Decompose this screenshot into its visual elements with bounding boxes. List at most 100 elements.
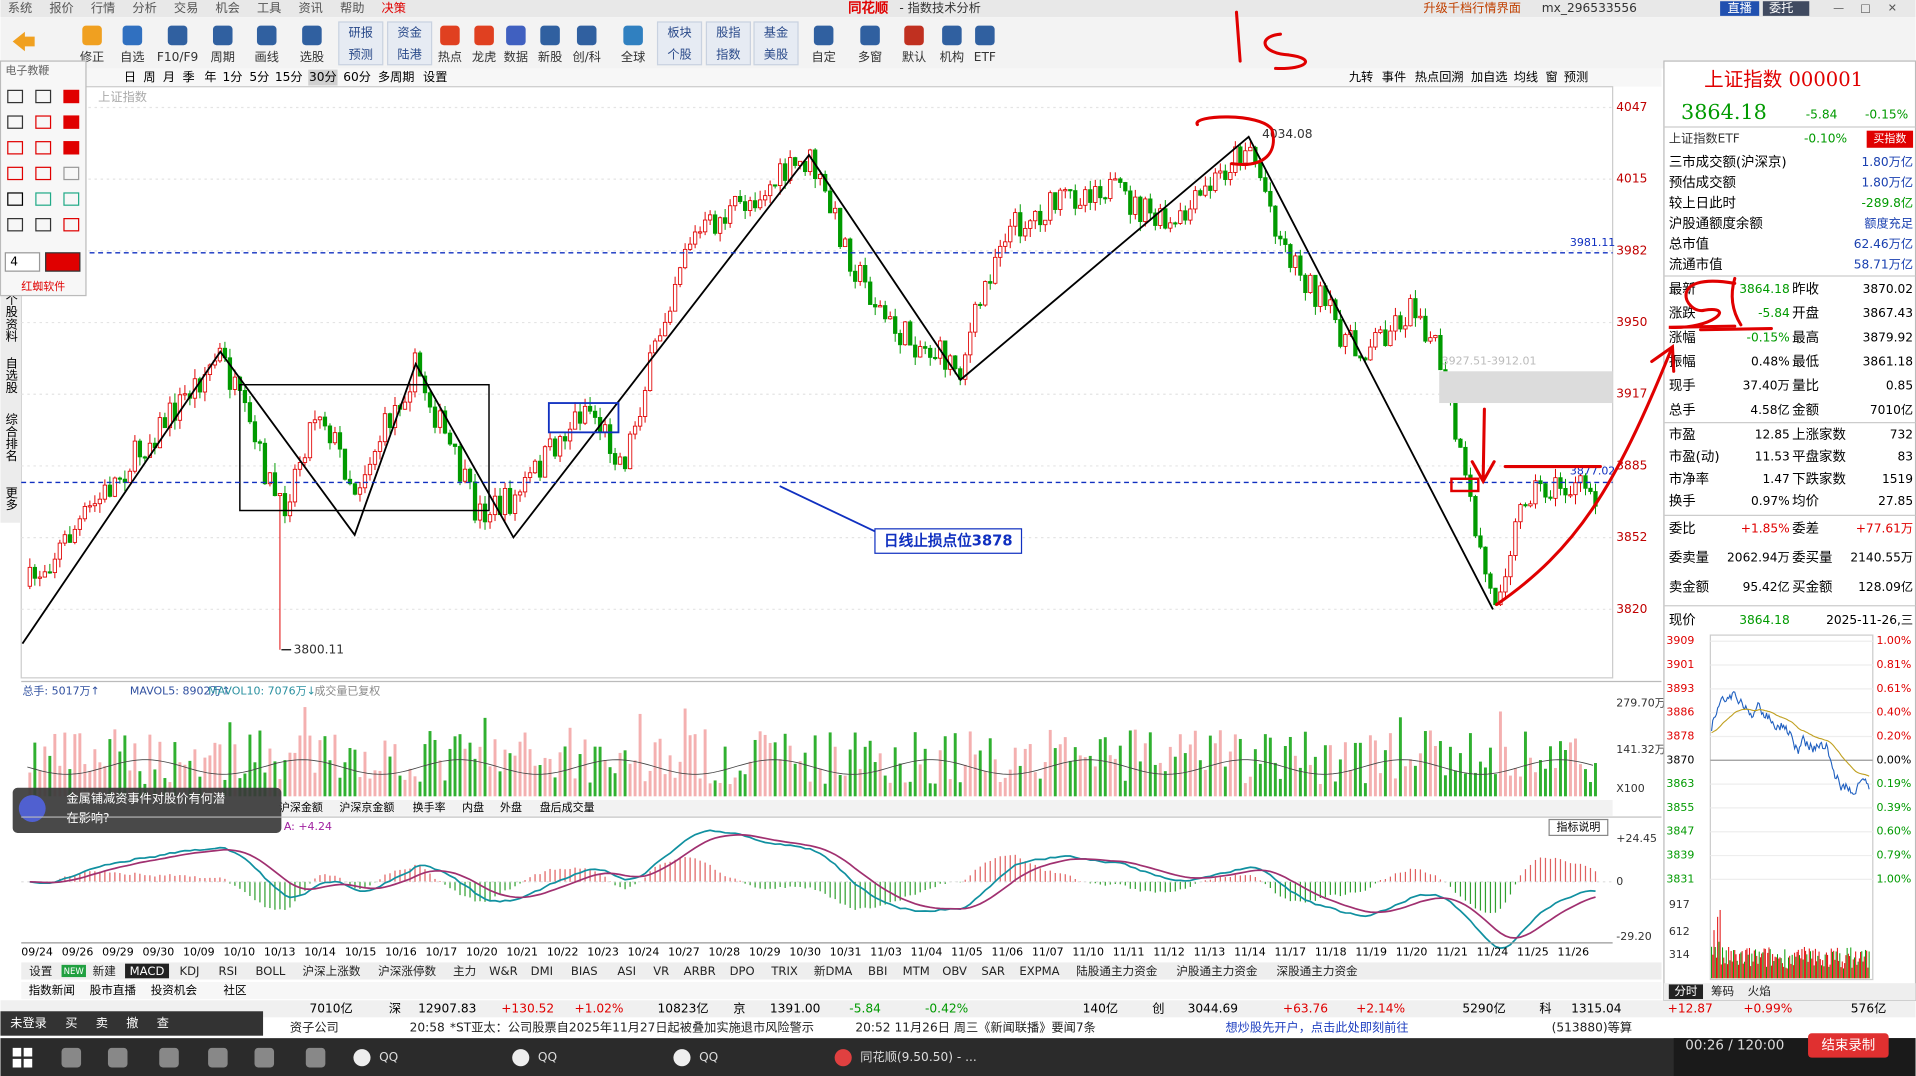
toolbar-label[interactable]: 陆港 [397,46,421,61]
toolbar-label[interactable]: 股指 [716,24,740,39]
toolbar-label[interactable]: 选股 [300,50,324,64]
menu-item[interactable]: 决策 [382,0,406,15]
toolbar-label[interactable]: 多窗 [858,50,882,64]
period-tab[interactable]: 30分 [309,70,337,84]
indicator-tab[interactable]: 设置 [29,964,52,978]
menu-item[interactable]: 行情 [91,1,115,15]
period-tab[interactable]: 设置 [423,70,447,84]
indicator-tab[interactable]: W&R [489,964,518,978]
sub-tab[interactable]: 换手率 [413,800,446,814]
news-tab[interactable]: 股市直播 [90,983,137,997]
indicator-tab[interactable]: 陆股通主力资金 [1076,964,1158,978]
period-tab[interactable]: 季 [182,70,194,84]
indicator-tab[interactable]: EXPMA [1019,964,1059,978]
period-tab[interactable]: 多周期 [378,70,415,84]
trade-button[interactable]: 买 [65,1016,77,1030]
trade-button[interactable]: 卖 [96,1016,108,1030]
toolbar-label[interactable]: 周期 [211,50,235,64]
period-tab[interactable]: 5分 [249,70,269,84]
toolbar-label[interactable]: 美股 [764,47,788,61]
sub-tab[interactable]: 沪深京金额 [339,800,394,814]
intraday-tab[interactable]: 筹码 [1711,984,1734,998]
period-tab[interactable]: 日 [124,70,136,84]
intraday-tab[interactable]: 分时 [1674,984,1698,998]
ticker-item[interactable]: *ST亚太：公司股票自2025年11月27日起被叠加实施退市风险警示 [450,1019,814,1034]
indicator-tab[interactable]: DMI [531,964,553,978]
start-icon[interactable] [12,1047,33,1068]
toolbar-label[interactable]: 研报 [349,24,373,39]
help-label[interactable]: 指标说明 [1556,819,1600,833]
indicator-tab[interactable]: BBI [868,964,887,978]
indicator-tab[interactable]: 沪深上涨数 [302,964,360,978]
indicator-tab[interactable]: VR [653,964,669,978]
taskbar-item[interactable]: QQ [699,1050,718,1064]
chart-tool[interactable]: 事件 [1382,70,1406,84]
chart-tool[interactable]: 均线 [1514,70,1538,84]
menu-item[interactable]: 工具 [257,1,281,15]
taskbar-item[interactable]: 同花顺(9.50.50) - ... [860,1049,977,1064]
period-tab[interactable]: 15分 [275,70,303,84]
upgrade-link[interactable]: 升级千档行情界面 [1423,1,1521,15]
toolbar-label[interactable]: 指数 [716,46,740,61]
ticker-item[interactable]: 20:58 [410,1020,445,1034]
indicator-tab[interactable]: ARBR [684,964,716,978]
trade-button[interactable]: 查 [157,1016,169,1030]
toolbar-label[interactable]: 基金 [764,24,788,39]
indicator-tab[interactable]: DPO [730,964,755,978]
stop-label[interactable]: 结束录制 [1822,1037,1876,1053]
window-control[interactable]: ✕ [1888,2,1897,15]
live-label[interactable]: 直播 [1727,1,1751,15]
window-control[interactable]: □ [1860,2,1870,15]
ticker-item[interactable]: (513880)等算 [1552,1019,1633,1034]
sub-tab[interactable]: 沪深金额 [279,800,323,814]
menu-item[interactable]: 交易 [174,0,198,15]
indicator-tab[interactable]: BIAS [571,964,598,978]
taskbar-item[interactable]: QQ [538,1050,557,1064]
indicator-tab[interactable]: KDJ [179,964,199,978]
toolbar-label[interactable]: 个股 [667,47,691,61]
menu-item[interactable]: 帮助 [340,1,364,15]
indicator-tab[interactable]: SAR [981,964,1005,978]
menu-item[interactable]: 系统 [8,1,32,15]
side-tab[interactable]: 更多 [4,486,18,511]
toolbar-label[interactable]: 板块 [667,25,691,39]
indicator-tab[interactable]: TRIX [770,964,798,978]
menu-item[interactable]: 机会 [215,1,239,15]
chart-tool[interactable]: 热点回溯 [1415,69,1464,84]
toolbar-label[interactable]: 自定 [811,49,835,64]
order-label[interactable]: 委托 [1769,1,1793,15]
indicator-tab[interactable]: 新建 [93,964,117,978]
indicator-tab[interactable]: ASI [617,964,636,978]
app-icon[interactable] [512,1049,530,1067]
ticker-item[interactable]: 资子公司 [290,1020,339,1034]
app-icon[interactable] [353,1049,371,1067]
window-control[interactable]: — [1833,2,1844,15]
side-tab[interactable]: 综合排名 [4,413,18,462]
ticker-item[interactable]: 想炒股先开户，点击此处即刻前往 [1225,1019,1408,1034]
period-tab[interactable]: 周 [143,70,155,84]
app-icon[interactable] [673,1049,691,1067]
toolbar-label[interactable]: F10/F9 [157,50,198,64]
indicator-tab[interactable]: 新DMA [814,964,853,978]
toolbar-label[interactable]: 画线 [255,50,279,64]
sub-tab[interactable]: 外盘 [500,800,522,814]
news-tab[interactable]: 社区 [223,983,247,997]
menu-item[interactable]: 报价 [49,0,73,15]
toolbar-label[interactable]: 热点 [438,50,462,64]
period-tab[interactable]: 1分 [223,70,243,84]
chart-tool[interactable]: 预测 [1564,70,1588,84]
assistant-icon[interactable] [18,795,46,822]
indicator-tab[interactable]: 沪深涨停数 [378,964,436,978]
indicator-tab[interactable]: OBV [942,964,967,978]
intraday-tab[interactable]: 火焰 [1748,984,1771,998]
trade-button[interactable]: 撤 [126,1015,138,1030]
indicator-tab[interactable]: 深股通主力资金 [1276,964,1358,978]
news-tab[interactable]: 投资机会 [151,983,198,997]
indicator-tab[interactable]: MACD [130,964,165,978]
chart-tool[interactable]: 窗 [1545,70,1557,84]
chart-tool[interactable]: 九转 [1349,69,1373,84]
popup-text[interactable]: 金属铺减资事件对股价有何潜 [66,790,225,805]
side-tab[interactable]: 个股资料 [4,293,18,342]
toolbar-label[interactable]: 龙虎 [472,50,496,64]
toolbar-label[interactable]: 默认 [902,49,926,64]
